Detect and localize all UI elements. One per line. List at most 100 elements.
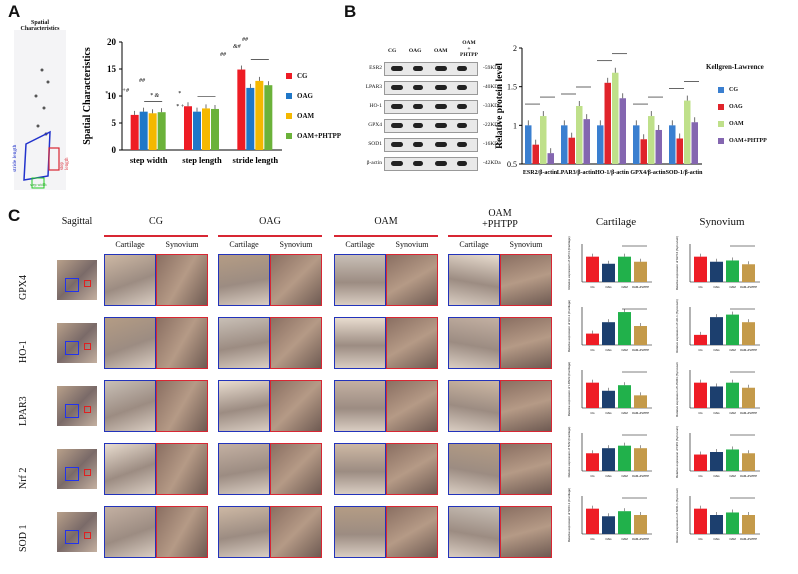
cartilage-ihc-image — [334, 506, 386, 558]
mouse-image-label: Spatial Characteristics — [20, 20, 60, 32]
legend-item-oam: OAM — [718, 118, 767, 130]
bar — [604, 82, 611, 164]
mini-x-label: OAG — [605, 285, 611, 289]
cartilage-ihc-image — [218, 317, 270, 369]
mini-x-label: OAM+PHTPP — [632, 537, 649, 541]
mini-x-label: OAM+PHTPP — [632, 411, 649, 415]
bar — [710, 515, 723, 534]
bar — [726, 512, 739, 534]
synovium-ihc-image — [270, 506, 322, 558]
mini-bar-chart: Relative expression of LPAR3 (Synovium) C… — [675, 362, 760, 417]
step-length-label: step length — [60, 157, 70, 171]
lane-label: CG — [388, 48, 397, 54]
lane-label: OAM — [433, 48, 448, 54]
bar — [634, 448, 647, 471]
protein-band — [391, 104, 403, 109]
bar — [255, 80, 264, 150]
y-tick-label: 10 — [107, 91, 117, 101]
bar — [676, 138, 683, 164]
legend-swatch — [718, 138, 724, 144]
bar — [618, 312, 631, 345]
stride-length-label: stride length — [12, 144, 18, 172]
blot-protein-label: ESR2 — [369, 65, 382, 71]
group-header: OAG — [259, 216, 281, 227]
y-axis-label: Spatial Characteristics — [82, 47, 93, 145]
protein-band — [457, 161, 467, 166]
legend-label: CG — [297, 72, 308, 80]
mini-x-label: OAM+PHTPP — [740, 474, 757, 478]
legend-swatch — [286, 133, 292, 139]
cartilage-ihc-image — [218, 254, 270, 306]
cartilage-ihc-image — [448, 254, 500, 306]
cartilage-roi-box — [65, 341, 79, 355]
bar — [691, 122, 698, 164]
bar — [710, 261, 723, 282]
panel-a-letter: A — [8, 2, 21, 21]
panel-b-letter: B — [344, 2, 357, 21]
sagittal-thumbnail — [57, 449, 97, 489]
bar — [694, 334, 707, 345]
y-tick-label: 1.5 — [507, 83, 517, 92]
bar — [193, 111, 201, 150]
sagittal-thumbnail — [57, 386, 97, 426]
synovium-ihc-image — [270, 443, 322, 495]
y-axis-label: Relative protein level — [495, 63, 505, 149]
mini-bar-chart: Relative expression of HO-1 (Synovium) CG… — [675, 299, 760, 353]
bar — [586, 453, 599, 471]
synovium-subheader: Synovium — [279, 240, 313, 249]
bar — [139, 111, 148, 150]
protein-band — [435, 104, 447, 109]
group-header: CG — [149, 216, 163, 227]
group-underline — [448, 235, 552, 237]
sagittal-thumbnail — [57, 260, 97, 300]
protein-band — [435, 142, 447, 147]
cartilage-ihc-image — [218, 506, 270, 558]
mini-x-label: OAM+PHTPP — [632, 348, 649, 352]
mini-x-label: OAM — [621, 537, 628, 541]
legend-item-oam: OAM — [286, 110, 341, 122]
blot-lane-labels: CG OAG OAM OAM + PHTPP — [388, 40, 478, 58]
bar — [742, 387, 755, 408]
bar — [694, 508, 707, 534]
legend-label: OAM — [297, 112, 315, 120]
x-tick-label: step width — [130, 155, 168, 165]
protein-band — [457, 66, 467, 71]
bar — [561, 125, 568, 164]
significance-marker: ## — [220, 52, 227, 58]
bar — [694, 256, 707, 282]
protein-band — [457, 85, 467, 90]
protein-band — [457, 104, 467, 109]
mini-bar-chart: Relative expression of HO-1 (Cartilage) C… — [567, 300, 652, 352]
protein-band — [457, 142, 467, 147]
blot-row-esr2 — [384, 62, 478, 76]
bar — [618, 511, 631, 534]
mini-y-label: Relative expression of Nrf2 (Synovium) — [675, 426, 679, 478]
protein-band — [413, 142, 423, 147]
panel-c-letter: C — [8, 206, 21, 225]
blot-kda-label: -59KDa — [483, 65, 501, 71]
synovium-ihc-image — [386, 317, 438, 369]
y-tick-label: 0 — [112, 145, 117, 155]
blot-kda-label: -42KDa — [483, 160, 501, 166]
synovium-ihc-image — [500, 506, 552, 558]
synovium-roi-box — [84, 469, 91, 476]
bar — [619, 98, 626, 164]
synovium-chart-title: Synovium — [699, 216, 745, 228]
bar — [586, 508, 599, 534]
bar — [710, 386, 723, 408]
mini-x-label: CG — [698, 474, 702, 478]
protein-band — [435, 85, 447, 90]
cartilage-ihc-image — [218, 443, 270, 495]
cartilage-ihc-image — [448, 380, 500, 432]
mini-x-label: OAM — [729, 537, 736, 541]
significance-marker: * + — [176, 104, 185, 110]
cartilage-ihc-image — [104, 443, 156, 495]
mini-bar-chart: Relative expression of Nrf2 (Synovium) CG… — [675, 426, 760, 478]
bar — [612, 72, 619, 164]
significance-marker: ## — [242, 37, 249, 43]
synovium-ihc-image — [156, 443, 208, 495]
protein-band — [391, 123, 403, 128]
bar — [618, 445, 631, 471]
bar — [576, 106, 583, 164]
legend-item-oam-phtpp: OAM+PHTPP — [718, 135, 767, 147]
